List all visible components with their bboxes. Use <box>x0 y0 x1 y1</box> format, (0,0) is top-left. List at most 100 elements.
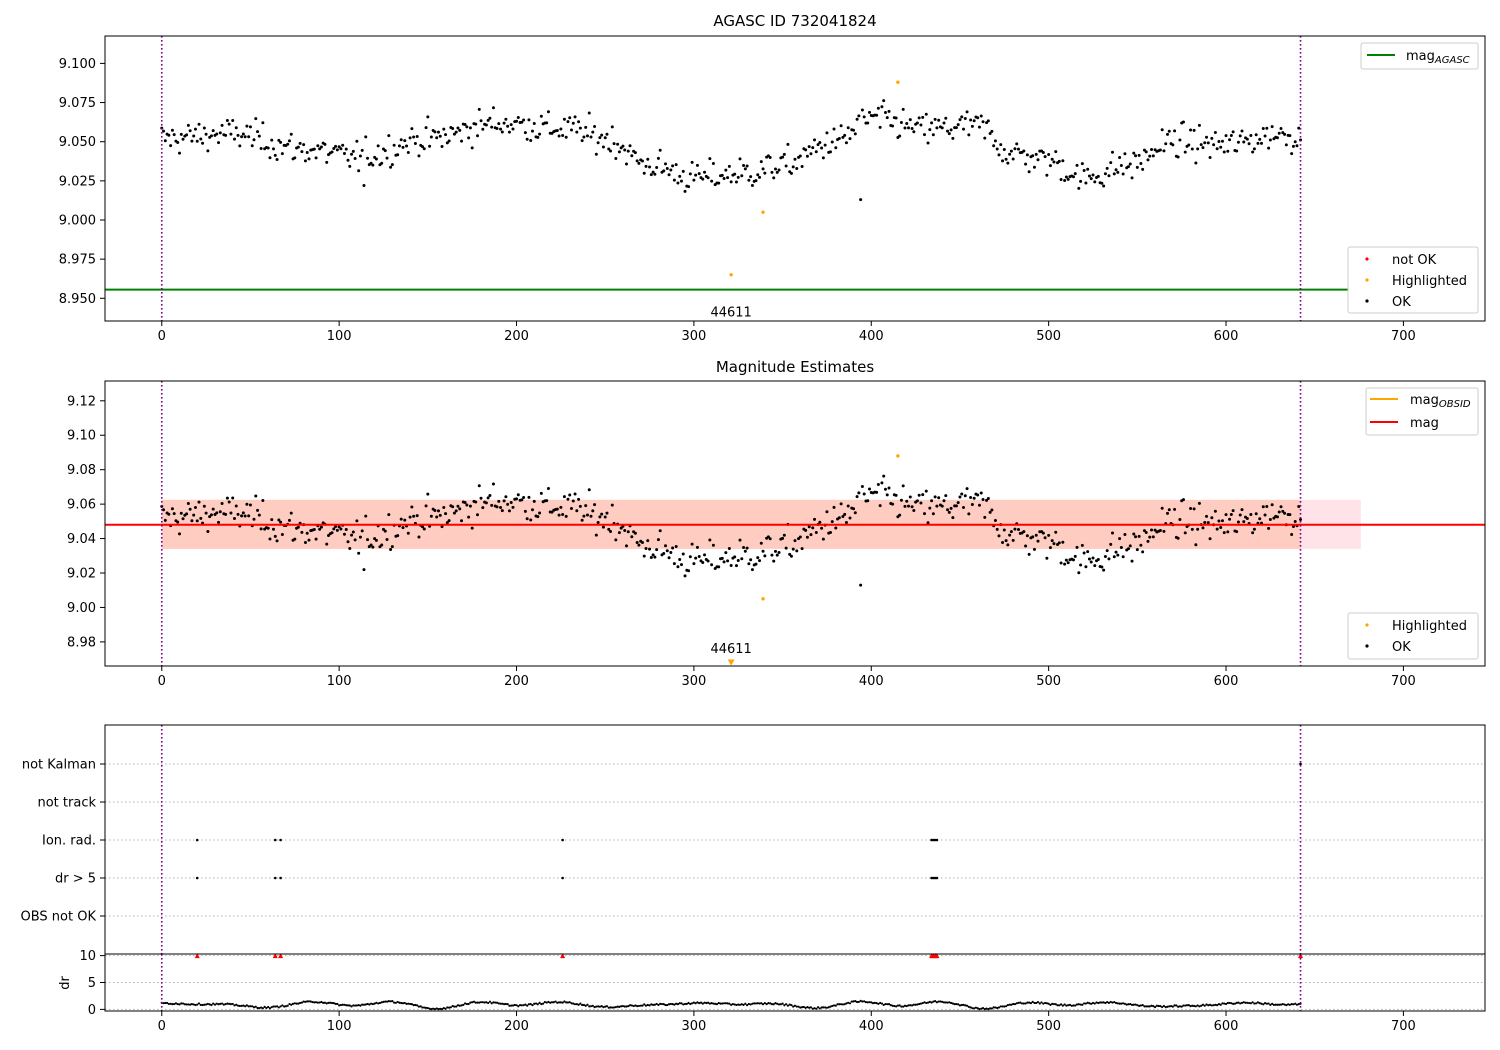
p2-ok-point <box>656 538 660 542</box>
p2-ok-point <box>724 551 728 555</box>
p4-dr-point <box>985 1007 988 1010</box>
p2-ok-point <box>403 518 407 522</box>
p4-dr-point <box>545 1001 548 1004</box>
p1-ok-point <box>1181 120 1185 124</box>
p4-dr-point <box>572 1002 575 1005</box>
p4-dr-point <box>1123 1002 1127 1005</box>
p4-dr-point <box>314 1001 318 1004</box>
p4-dr-point <box>836 1003 839 1006</box>
p2-ok-point <box>417 535 421 539</box>
p1-ok-point <box>502 121 506 125</box>
p1-ok-point <box>773 167 777 171</box>
p2-ok-point <box>653 555 657 559</box>
p2-ok-point <box>768 537 772 541</box>
p1-ok-point <box>963 116 967 120</box>
p4-dr-point <box>1019 1001 1022 1004</box>
p4-dr-point <box>307 1000 311 1003</box>
p4-dr-point <box>646 1003 649 1007</box>
p4-dr-point <box>1063 1003 1066 1006</box>
p1-ok-point <box>616 142 620 146</box>
p4-dr-point <box>338 1004 341 1007</box>
p3-flag-point <box>935 876 939 880</box>
p4-dr-point <box>1045 1002 1048 1005</box>
p2-ok-point <box>1135 548 1139 552</box>
p1-ok-point <box>924 112 928 116</box>
p4-dr-point <box>1148 1005 1151 1008</box>
p4-dr-point <box>779 1003 782 1006</box>
p2-ok-point <box>880 481 884 485</box>
p4-dr-point <box>825 1006 829 1009</box>
p2-ok-point <box>642 554 646 558</box>
p4-dr-point <box>510 1004 513 1007</box>
p1-ok-point <box>749 175 753 179</box>
p4-dr-point <box>1081 1003 1084 1006</box>
p1-ok-point <box>479 119 483 123</box>
p4-dr-point <box>444 1007 447 1010</box>
p4-dr-point <box>614 1006 617 1009</box>
p2-ok-point <box>192 513 196 517</box>
p1-ok-point <box>703 170 707 174</box>
p2-ok-point <box>162 508 166 512</box>
p1-ok-point <box>252 138 256 142</box>
p4-dr-point <box>373 1002 376 1005</box>
p1-ok-point <box>1031 154 1035 158</box>
p1-ok-point <box>1265 126 1269 130</box>
p1-ok-point <box>1261 126 1265 130</box>
p4-dr-point <box>919 1002 923 1005</box>
p1-ok-point <box>736 175 740 179</box>
p4-dr-point <box>829 1005 832 1008</box>
p1-ok-point <box>1132 151 1136 155</box>
p2-ok-point <box>1148 535 1152 539</box>
p4-dr-point <box>978 1008 981 1011</box>
p2-ok-point <box>444 512 448 516</box>
p1-ok-point <box>1008 152 1012 156</box>
p2-ok-point <box>584 504 588 508</box>
p4-dr-point <box>971 1007 974 1010</box>
p4-dr-point <box>827 1006 830 1009</box>
p1-ok-point <box>217 141 221 145</box>
p1-ok-point <box>341 143 345 147</box>
p4-dr-point <box>687 1001 690 1005</box>
p2-ok-point <box>626 530 630 534</box>
p4-dr-point <box>754 1002 758 1005</box>
p4-dr-point <box>212 1002 215 1005</box>
p1-ok-point <box>1247 142 1251 146</box>
p2-ok-point <box>720 556 724 560</box>
p1-ok-point <box>529 139 533 143</box>
p1-ok-point <box>763 171 767 175</box>
p1-ok-point <box>921 115 925 119</box>
p2-ok-point <box>610 503 614 507</box>
p1-ok-point <box>860 108 864 112</box>
p2-xtick-label-0: 0 <box>158 674 166 689</box>
p4-dr-point <box>960 1003 963 1007</box>
p2-ok-point <box>1178 518 1182 522</box>
p4-dr-point <box>1219 1003 1222 1006</box>
p1-ok-point <box>935 126 939 130</box>
p4-dr-point <box>685 1002 688 1005</box>
p2-ok-point <box>1061 540 1065 544</box>
p4-dr-point <box>1017 1001 1020 1004</box>
p1-ok-point <box>740 174 744 178</box>
p2-ok-point <box>623 528 627 532</box>
p4-dr-point <box>1237 1001 1240 1004</box>
p1-ytick-label-9.000: 9.000 <box>59 213 96 228</box>
p1-ok-point <box>605 132 609 136</box>
p2-ok-point <box>497 499 501 503</box>
p1-ok-point <box>853 132 857 136</box>
p4-dr-point <box>602 1006 605 1009</box>
p4-dr-point <box>1210 1004 1213 1007</box>
p1-ok-point <box>954 126 958 130</box>
p4-dr-point <box>815 1007 818 1010</box>
p1-ok-point <box>1135 165 1139 169</box>
p2-ok-point <box>662 551 666 555</box>
p2-ok-point <box>1222 531 1226 535</box>
p4-dr-point <box>932 1000 935 1003</box>
p2-ok-point <box>1048 546 1052 550</box>
p1-ok-point <box>1114 168 1118 172</box>
p2-ok-point <box>454 509 458 513</box>
p2-ok-point <box>1270 503 1274 507</box>
p2-ok-point <box>231 496 235 500</box>
p4-dr-point <box>721 1002 724 1005</box>
p4-dr-point <box>249 1005 252 1008</box>
